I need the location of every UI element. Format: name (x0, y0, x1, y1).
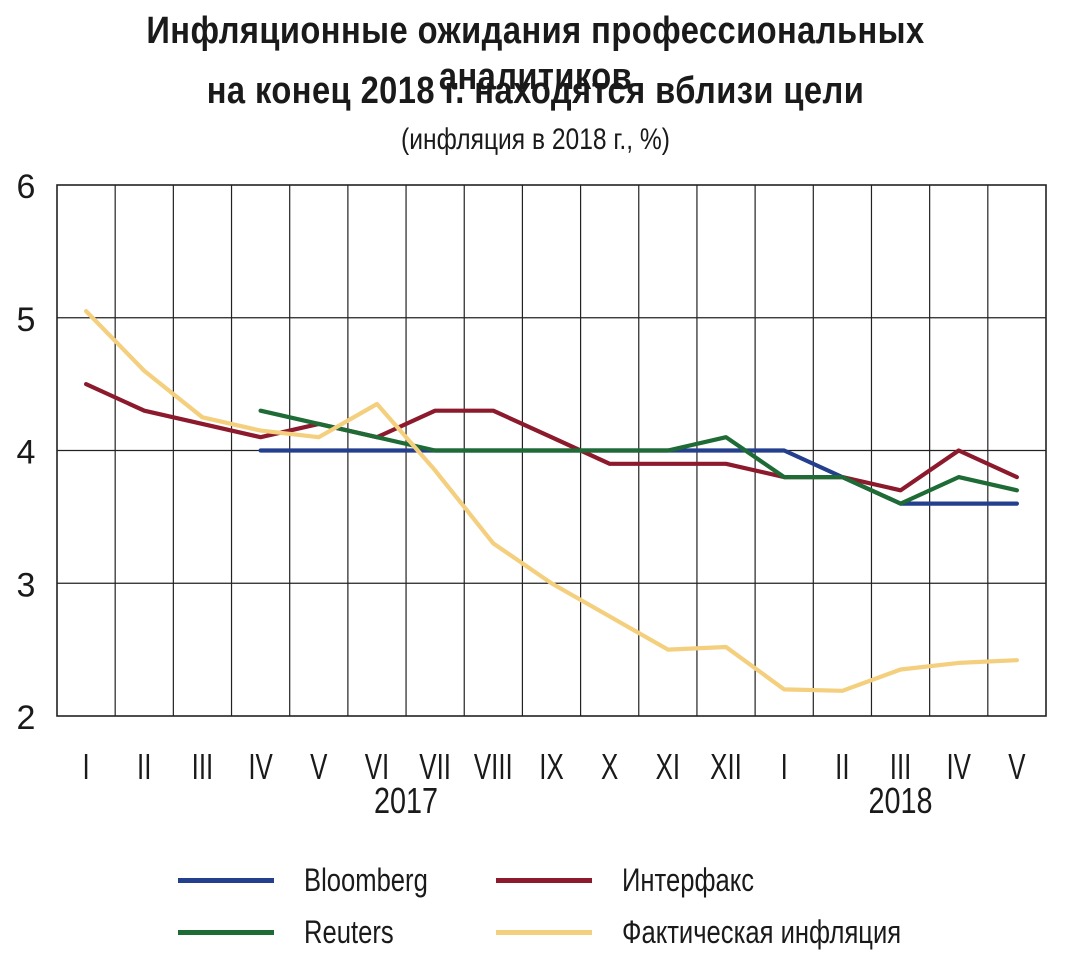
legend-swatch (496, 929, 592, 935)
x-tick-label: IV (248, 747, 273, 787)
legend-swatch (178, 877, 274, 883)
x-tick-label: III (192, 747, 214, 787)
legend-label: Bloomberg (304, 861, 428, 898)
legend-item: Фактическая инфляция (496, 910, 971, 954)
x-tick-label: V (310, 747, 327, 787)
year-label: 2017 (374, 780, 438, 821)
legend-swatch (178, 929, 274, 935)
x-tick-label: IX (539, 747, 564, 787)
legend-item: Интерфакс (496, 858, 787, 902)
x-tick-label: XII (710, 747, 742, 787)
series-line-фактическая-инфляция (83, 309, 1020, 693)
y-tick-label: 4 (17, 434, 36, 472)
x-tick-label: I (82, 747, 89, 787)
legend-item: Bloomberg (178, 858, 459, 902)
x-tick-label: II (137, 747, 151, 787)
series-line-reuters (258, 408, 1020, 506)
x-tick-label: IV (946, 747, 971, 787)
chart-subtitle: (инфляция в 2018 г., %) (401, 123, 670, 156)
x-tick-label: XI (656, 747, 680, 787)
x-tick-label: VIII (474, 747, 513, 787)
chart-legend: Bloomberg Интерфакс Reuters Фактическая инф… (0, 850, 1071, 960)
y-tick-label: 3 (17, 566, 36, 604)
legend-item: Reuters (178, 910, 416, 954)
x-tick-label: VII (419, 747, 451, 787)
legend-label: Reuters (304, 913, 394, 950)
legend-swatch (496, 877, 592, 883)
chart-title-line-2: на конец 2018 г. находятся вблизи цели (206, 70, 865, 112)
x-tick-label: X (601, 747, 618, 787)
x-tick-label: VI (365, 747, 389, 787)
x-tick-label: V (1008, 747, 1025, 787)
legend-label: Интерфакс (622, 861, 755, 898)
chart-title-line-1: Инфляционные ожидания профессиональных а… (146, 10, 925, 98)
x-tick-label: II (835, 747, 849, 787)
year-label: 2018 (869, 780, 933, 821)
x-tick-label: III (890, 747, 912, 787)
y-tick-label: 2 (17, 699, 36, 737)
x-tick-label: I (781, 747, 788, 787)
legend-label: Фактическая инфляция (622, 913, 902, 950)
series-line-интерфакс (83, 382, 1020, 493)
y-tick-label: 6 (17, 168, 36, 206)
y-tick-label: 5 (17, 301, 36, 339)
